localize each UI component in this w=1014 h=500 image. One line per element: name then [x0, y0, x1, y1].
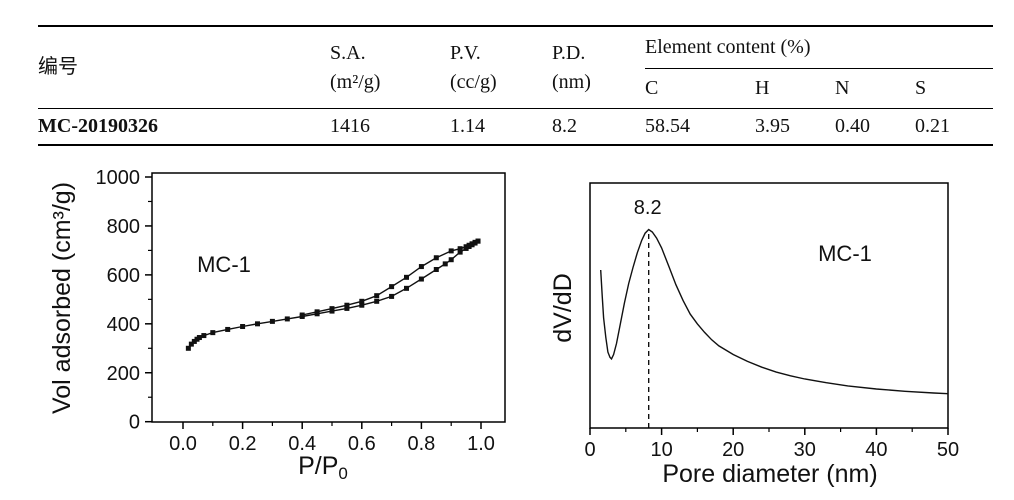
adsorption-marker	[191, 338, 197, 344]
adsorption-marker	[255, 321, 260, 327]
table-header-pv-unit: (cc/g)	[450, 70, 497, 93]
table-header-sa: S.A. (m²/g)	[330, 26, 450, 109]
y-axis-tick-label: 200	[107, 363, 140, 385]
x-axis-tick-label: 40	[865, 439, 887, 461]
y-axis-title: Vol adsorbed (cm³/g)	[48, 182, 76, 414]
y-axis-tick-label: 1000	[96, 167, 141, 189]
adsorption-marker	[344, 305, 350, 311]
table-header-element-c: C	[645, 68, 755, 109]
desorption-marker	[329, 306, 335, 312]
desorption-marker	[418, 264, 424, 270]
x-axis-tick-label: 50	[937, 439, 959, 461]
desorption-marker	[433, 255, 439, 261]
y-axis-tick-label: 800	[107, 216, 140, 238]
adsorption-isotherm-chart: 0.0 0.2 0.4 0.6 0.8 1.0 0 200 400 600 800 1000 P/P0 V…	[48, 167, 506, 483]
y-axis-title: dV/dD	[549, 273, 577, 342]
table-header-element-s: S	[915, 68, 993, 109]
x-axis-tick-label: 0.0	[169, 433, 197, 455]
table-header-pv-abbr: P.V.	[450, 41, 481, 64]
adsorption-marker	[269, 318, 275, 324]
adsorption-marker	[185, 345, 191, 351]
y-axis-tick-label: 600	[107, 265, 140, 287]
table-cell-surface-area: 1416	[330, 115, 370, 137]
adsorption-marker	[225, 326, 231, 332]
table-header-pd: P.D. (nm)	[552, 26, 645, 109]
x-axis-tick-label: 0	[584, 439, 595, 461]
sample-label: MC-1	[197, 252, 251, 277]
adsorption-marker	[457, 249, 463, 255]
desorption-marker	[457, 246, 463, 252]
table-cell-nitrogen: 0.40	[835, 115, 870, 137]
adsorption-marker	[448, 257, 454, 263]
adsorption-marker	[284, 316, 290, 322]
x-axis-tick-label: 1.0	[467, 433, 495, 455]
table-header-pd-abbr: P.D.	[552, 41, 586, 64]
x-axis-tick-label: 0.4	[288, 433, 316, 455]
adsorption-marker	[210, 330, 216, 336]
x-axis-tick-label: 0.6	[348, 433, 376, 455]
x-axis-tick-label: 0.2	[229, 433, 257, 455]
y-axis-tick-label: 0	[129, 412, 140, 434]
desorption-marker	[374, 293, 380, 299]
table-header-sa-unit: (m²/g)	[330, 70, 381, 93]
adsorption-marker	[374, 298, 380, 304]
desorption-marker	[389, 284, 395, 290]
table-cell-sulfur: 0.21	[915, 115, 950, 137]
table-cell-carbon: 58.54	[645, 115, 690, 137]
adsorption-marker	[359, 302, 365, 308]
desorption-marker	[299, 312, 305, 318]
pore-distribution-curve	[600, 228, 949, 395]
adsorption-marker	[442, 261, 448, 267]
adsorption-marker	[404, 285, 409, 291]
adsorption-marker	[201, 333, 207, 339]
y-axis-tick-label: 400	[107, 314, 140, 336]
desorption-marker	[466, 242, 472, 248]
desorption-marker	[344, 302, 350, 308]
desorption-marker	[472, 239, 478, 245]
adsorption-marker	[433, 266, 439, 272]
pore-size-distribution-chart: 0 10 20 30 40 50 Pore diameter (nm) dV/dD MC-1 8.…	[549, 182, 959, 488]
adsorption-marker	[389, 293, 395, 299]
table-header-element-h: H	[755, 68, 835, 109]
table-header-pv: P.V. (cc/g)	[450, 26, 552, 109]
sample-label: MC-1	[818, 241, 872, 266]
desorption-marker	[359, 298, 365, 304]
table-header-pd-unit: (nm)	[552, 70, 591, 93]
desorption-marker	[404, 274, 409, 280]
x-axis-tick-label: 30	[794, 439, 816, 461]
x-axis-tick-label: 0.8	[407, 433, 435, 455]
desorption-marker	[448, 248, 454, 254]
table-cell-sample-id: MC-20190326	[38, 115, 158, 137]
adsorption-marker	[418, 276, 424, 282]
table-row: MC-20190326 1416 1.14 8.2 58.54 3.95 0.4…	[38, 109, 993, 146]
desorption-marker	[469, 241, 475, 247]
desorption-marker	[463, 244, 469, 250]
table-header-sa-abbr: S.A.	[330, 41, 366, 64]
adsorption-marker	[196, 335, 202, 341]
table-header-element-n: N	[835, 68, 915, 109]
plot-frame	[589, 182, 949, 429]
x-axis-tick-label: 20	[722, 439, 744, 461]
x-axis-tick-label: 10	[650, 439, 672, 461]
plot-frame	[151, 172, 506, 423]
adsorption-marker	[240, 324, 246, 330]
table-header-element-content: Element content (%)	[645, 26, 993, 69]
peak-value-label: 8.2	[634, 197, 662, 219]
sample-properties-table: 编号 S.A. (m²/g) P.V. (cc/g) P.D. (nm) Ele…	[38, 25, 993, 146]
desorption-marker	[314, 309, 320, 315]
table-cell-pore-volume: 1.14	[450, 115, 485, 137]
x-axis-title: P/P0	[298, 452, 348, 483]
adsorption-marker	[188, 341, 194, 347]
table-header-id: 编号	[38, 26, 330, 109]
x-axis-title: Pore diameter (nm)	[662, 460, 877, 488]
table-cell-hydrogen: 3.95	[755, 115, 790, 137]
table-cell-pore-diameter: 8.2	[552, 115, 577, 137]
desorption-marker	[475, 238, 481, 244]
